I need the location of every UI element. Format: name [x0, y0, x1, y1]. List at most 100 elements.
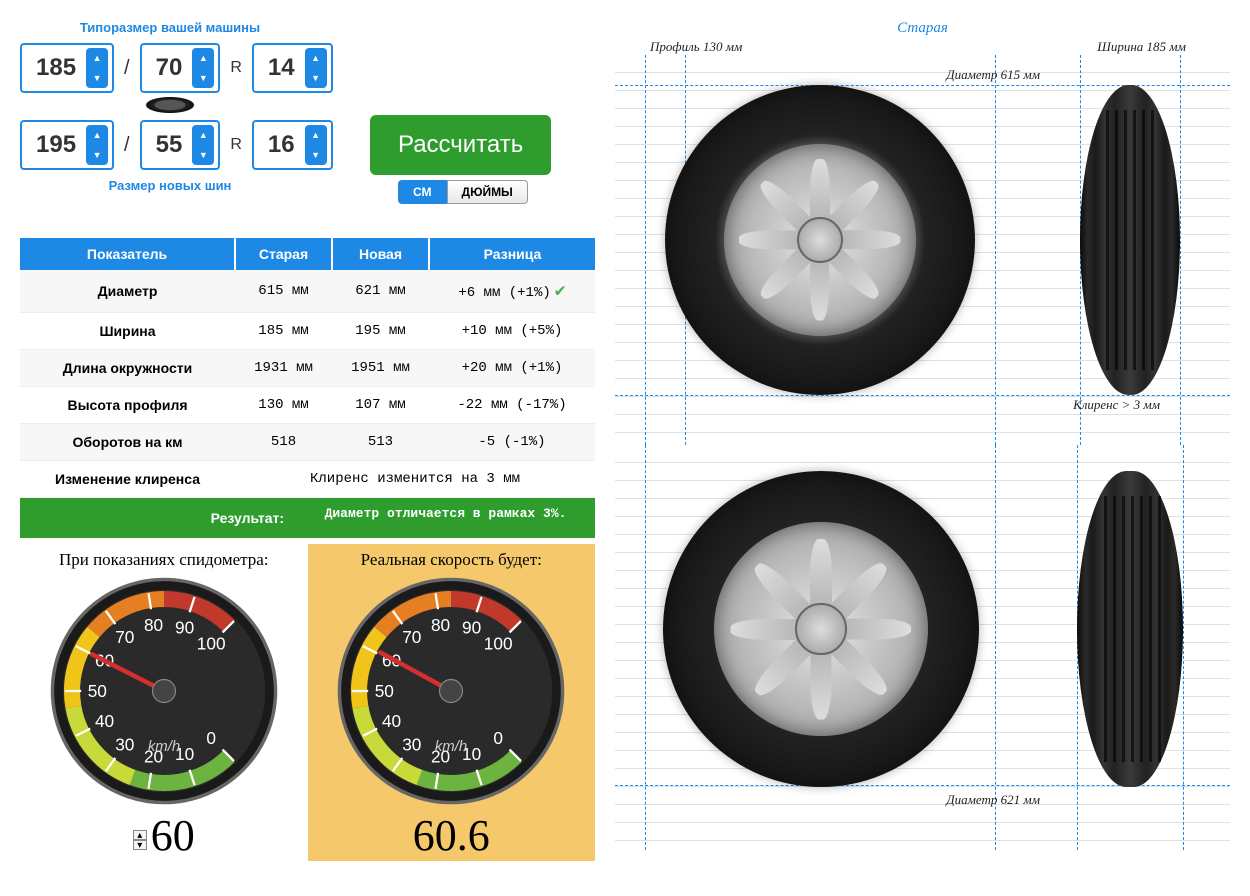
svg-text:100: 100 [484, 634, 513, 654]
row-diff: -22 мм (-17%) [429, 387, 595, 424]
tire-front-view-old [665, 85, 975, 395]
result-label: Результат: [20, 498, 296, 538]
table-row: Ширина185 мм195 мм+10 мм (+5%) [20, 313, 595, 350]
spinner[interactable]: ▲▼ [192, 125, 214, 165]
up-icon[interactable]: ▴ [133, 830, 147, 840]
guide-line [1183, 445, 1184, 850]
spinner[interactable]: ▲▼ [192, 48, 214, 88]
tire-marking-icon [20, 95, 320, 118]
spinner[interactable]: ▲▼ [86, 125, 108, 165]
svg-text:km/h: km/h [148, 738, 180, 755]
svg-text:80: 80 [144, 615, 163, 635]
hub-icon [797, 217, 843, 263]
speed-stepper[interactable]: ▴▾ [133, 830, 147, 850]
clearance-name: Изменение клиренса [20, 461, 235, 498]
unit-toggle: СМ ДЮЙМЫ [398, 180, 528, 204]
tire-side-view-new [1077, 471, 1183, 787]
col-new: Новая [332, 238, 429, 270]
guide-line [645, 445, 646, 850]
guide-line [645, 55, 646, 445]
old-width-value: 185 [36, 54, 76, 82]
row-name: Ширина [20, 313, 235, 350]
svg-text:40: 40 [382, 711, 401, 731]
svg-text:km/h: km/h [435, 738, 467, 755]
table-row: Диаметр615 мм621 мм+6 мм (+1%)✔ [20, 270, 595, 313]
up-icon[interactable]: ▲ [311, 54, 320, 63]
speedo-real: Реальная скорость будет: 010203040506070… [308, 544, 596, 861]
new-width-select[interactable]: 195▲▼ [20, 120, 114, 170]
profile-label: Профиль 130 мм [650, 39, 742, 55]
svg-text:0: 0 [494, 728, 504, 748]
down-icon[interactable]: ▼ [93, 151, 102, 160]
row-diff: +20 мм (+1%) [429, 350, 595, 387]
guide-line [615, 395, 1230, 396]
tire-selectors: Типоразмер вашей машины 185▲▼ / 70▲▼ R 1… [20, 20, 320, 193]
down-icon[interactable]: ▼ [311, 74, 320, 83]
spinner[interactable]: ▲▼ [305, 125, 327, 165]
svg-text:90: 90 [462, 617, 481, 637]
old-tire-title: Старая [615, 20, 1230, 37]
new-profile-value: 55 [156, 131, 183, 159]
inches-button[interactable]: ДЮЙМЫ [447, 180, 528, 204]
row-old: 1931 мм [235, 350, 332, 387]
row-old: 518 [235, 424, 332, 461]
svg-text:90: 90 [175, 617, 194, 637]
speedometer-gauge-left: 0102030405060708090100km/h [49, 576, 279, 806]
r-label: R [230, 136, 242, 154]
speedo-indicated-label: При показаниях спидометра: [20, 550, 308, 570]
old-tire-row: 185▲▼ / 70▲▼ R 14▲▼ [20, 43, 320, 93]
down-icon[interactable]: ▼ [93, 74, 102, 83]
new-tire-row: 195▲▼ / 55▲▼ R 16▲▼ [20, 120, 320, 170]
old-profile-select[interactable]: 70▲▼ [140, 43, 221, 93]
svg-text:30: 30 [115, 735, 134, 755]
cm-button[interactable]: СМ [398, 180, 447, 204]
speedometer-gauge-right: 0102030405060708090100km/h [336, 576, 566, 806]
hub-icon [795, 603, 847, 655]
up-icon[interactable]: ▲ [199, 54, 208, 63]
speedo-indicated: При показаниях спидометра: 0102030405060… [20, 544, 308, 861]
col-indicator: Показатель [20, 238, 235, 270]
up-icon[interactable]: ▲ [93, 54, 102, 63]
down-icon[interactable]: ▾ [133, 840, 147, 850]
row-new: 621 мм [332, 270, 429, 313]
svg-text:70: 70 [115, 627, 134, 647]
old-tire-row-vis: Диаметр 615 мм Клиренс > 3 мм [615, 55, 1230, 445]
old-width-select[interactable]: 185▲▼ [20, 43, 114, 93]
row-new: 1951 мм [332, 350, 429, 387]
result-row: Результат: Диаметр отличается в рамках 3… [20, 498, 595, 538]
new-rim-value: 16 [268, 131, 295, 159]
svg-text:100: 100 [197, 634, 226, 654]
row-new: 195 мм [332, 313, 429, 350]
spinner[interactable]: ▲▼ [305, 48, 327, 88]
diameter-old-label: Диаметр 615 мм [946, 67, 1040, 83]
new-rim-select[interactable]: 16▲▼ [252, 120, 333, 170]
col-old: Старая [235, 238, 332, 270]
row-new: 107 мм [332, 387, 429, 424]
new-tire-row-vis: Диаметр 621 мм [615, 445, 1230, 850]
indicated-speed-number: 60 [151, 811, 195, 860]
down-icon[interactable]: ▼ [199, 151, 208, 160]
old-rim-value: 14 [268, 54, 295, 82]
down-icon[interactable]: ▼ [199, 74, 208, 83]
up-icon[interactable]: ▲ [311, 131, 320, 140]
spinner[interactable]: ▲▼ [86, 48, 108, 88]
down-icon[interactable]: ▼ [311, 151, 320, 160]
table-row: Длина окружности1931 мм1951 мм+20 мм (+1… [20, 350, 595, 387]
old-profile-value: 70 [156, 54, 183, 82]
row-name: Диаметр [20, 270, 235, 313]
up-icon[interactable]: ▲ [199, 131, 208, 140]
guide-line [995, 445, 996, 850]
row-old: 130 мм [235, 387, 332, 424]
new-width-value: 195 [36, 131, 76, 159]
clearance-row: Изменение клиренсаКлиренс изменится на 3… [20, 461, 595, 498]
new-tire-label: Размер новых шин [20, 178, 320, 193]
speedo-real-value: 60.6 [308, 810, 596, 861]
new-profile-select[interactable]: 55▲▼ [140, 120, 221, 170]
old-rim-select[interactable]: 14▲▼ [252, 43, 333, 93]
speedometer-section: При показаниях спидометра: 0102030405060… [20, 544, 595, 861]
up-icon[interactable]: ▲ [93, 131, 102, 140]
calculate-button[interactable]: Рассчитать [370, 115, 551, 175]
svg-text:30: 30 [402, 735, 421, 755]
table-row: Оборотов на км518513-5 (-1%) [20, 424, 595, 461]
left-panel: Типоразмер вашей машины 185▲▼ / 70▲▼ R 1… [20, 20, 595, 861]
